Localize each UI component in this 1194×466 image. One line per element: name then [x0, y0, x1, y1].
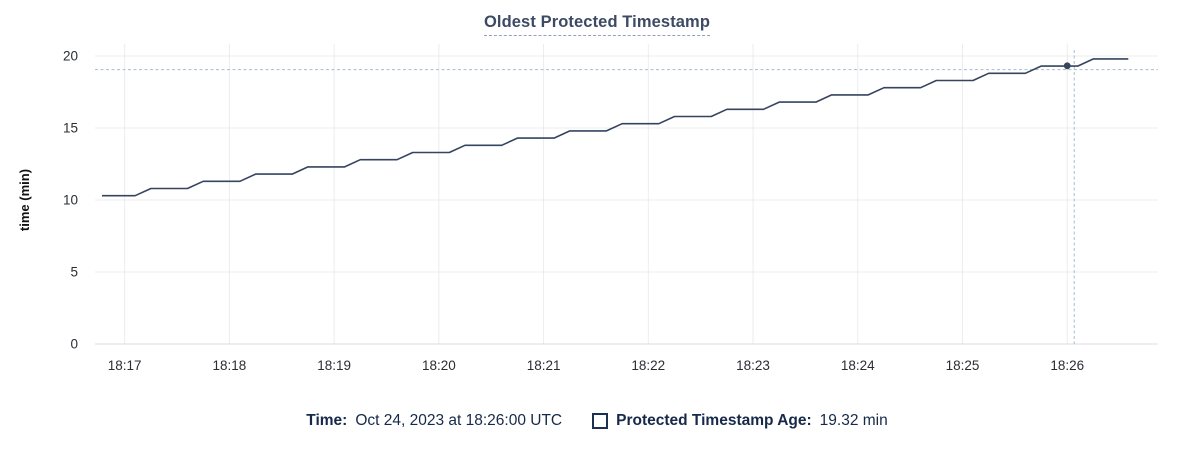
svg-text:18:26: 18:26 — [1050, 358, 1084, 373]
legend-time-label: Time: — [306, 412, 348, 429]
y-axis-label: time (min) — [17, 169, 32, 231]
legend-series-group: Protected Timestamp Age: 19.32 min — [592, 412, 888, 430]
legend-time-group: Time: Oct 24, 2023 at 18:26:00 UTC — [306, 412, 562, 430]
y-gridlines — [95, 55, 1158, 345]
svg-text:20: 20 — [63, 49, 78, 64]
svg-text:18:18: 18:18 — [213, 358, 247, 373]
legend-time-value: Oct 24, 2023 at 18:26:00 UTC — [355, 412, 563, 429]
highlight-dot — [1063, 62, 1071, 70]
svg-text:18:23: 18:23 — [736, 358, 770, 373]
crosshair — [95, 50, 1158, 344]
legend-series-value: 19.32 min — [819, 412, 888, 429]
chart-title[interactable]: Oldest Protected Timestamp — [483, 13, 711, 36]
series-toggle-checkbox[interactable] — [592, 413, 609, 429]
y-tick-labels: 0 5 10 15 20 — [63, 49, 78, 352]
svg-text:18:21: 18:21 — [527, 358, 561, 373]
series-line — [102, 58, 1129, 197]
legend: Time: Oct 24, 2023 at 18:26:00 UTC Prote… — [0, 412, 1194, 430]
svg-text:15: 15 — [63, 121, 78, 136]
legend-series-label: Protected Timestamp Age: — [616, 412, 812, 429]
chart-plot-area[interactable]: 18:17 18:18 18:19 18:20 18:21 18:22 18:23 18:24… — [0, 36, 1194, 404]
x-tick-labels: 18:17 18:18 18:19 18:20 18:21 18:22 18:23 18:24… — [108, 358, 1084, 373]
svg-text:18:20: 18:20 — [422, 358, 456, 373]
x-gridlines — [124, 44, 1068, 344]
svg-text:5: 5 — [70, 265, 78, 280]
chart-title-row: Oldest Protected Timestamp — [0, 0, 1194, 36]
svg-text:10: 10 — [63, 193, 78, 208]
svg-text:18:17: 18:17 — [108, 358, 142, 373]
svg-text:18:24: 18:24 — [841, 358, 875, 373]
svg-text:0: 0 — [70, 337, 78, 352]
svg-text:18:25: 18:25 — [946, 358, 980, 373]
svg-text:18:19: 18:19 — [317, 358, 351, 373]
svg-text:18:22: 18:22 — [631, 358, 665, 373]
